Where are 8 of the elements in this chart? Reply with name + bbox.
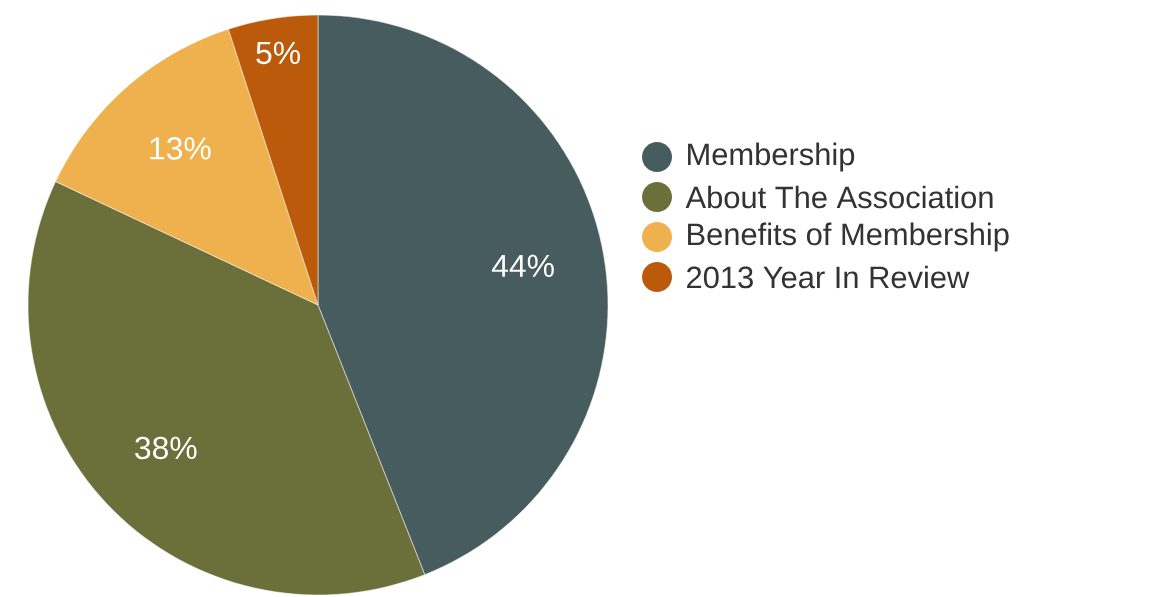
data-label: 13% (150, 137, 211, 160)
data-label: 44% (491, 254, 554, 278)
legend-label: 2013 Year In Review (687, 265, 970, 289)
data-label: 38% (135, 436, 197, 460)
legend-label: Membership (688, 142, 855, 172)
legend-label: Benefits of Membership (688, 222, 1009, 252)
legend-label: About The Association (685, 185, 993, 209)
data-label: 5% (256, 41, 300, 65)
